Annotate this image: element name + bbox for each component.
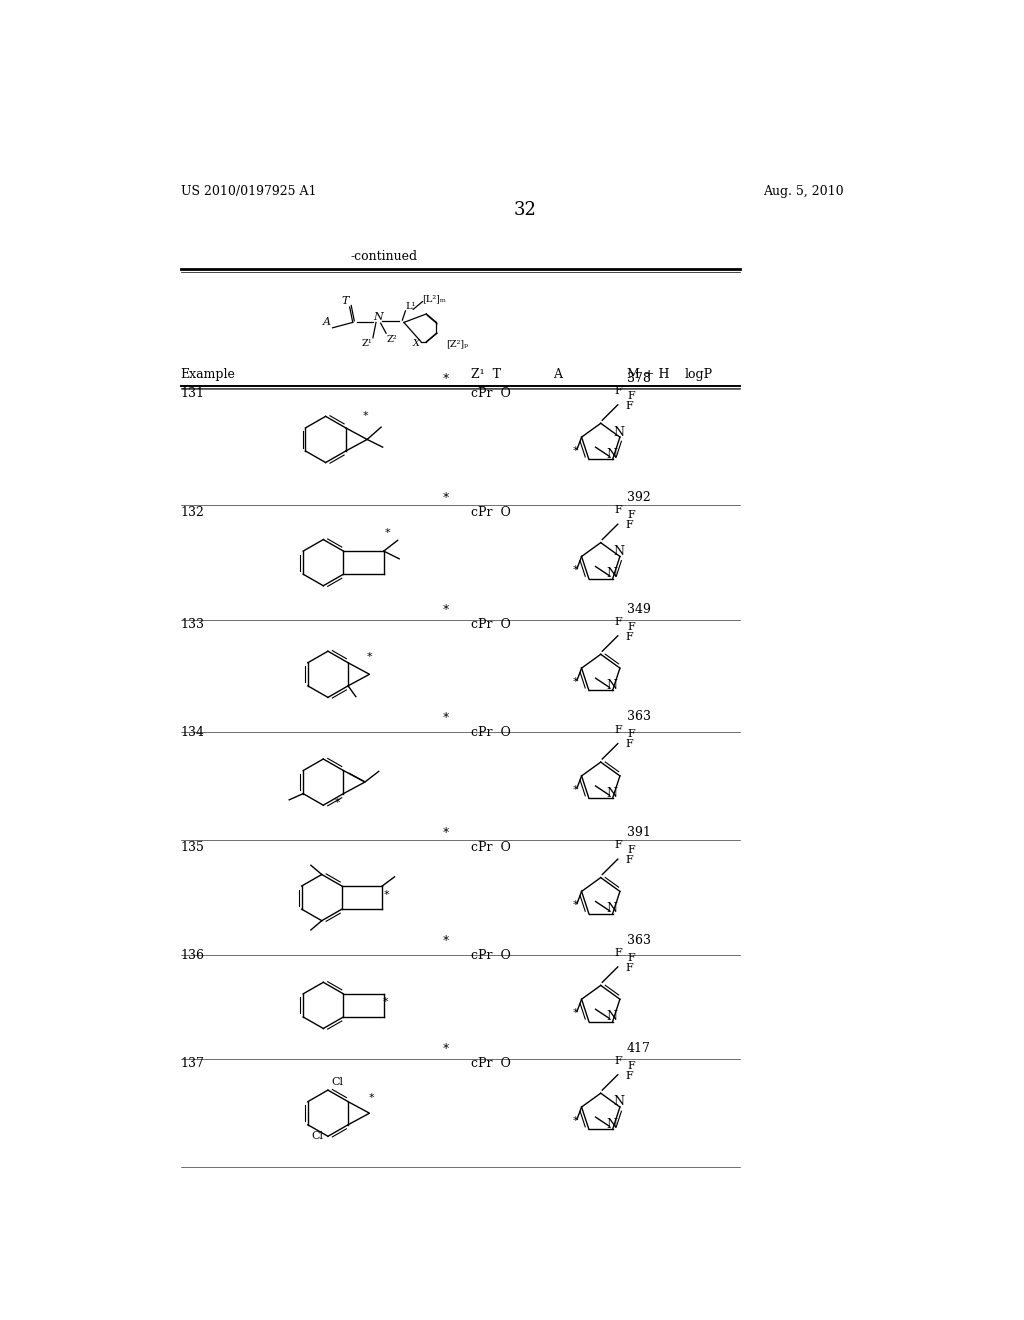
Text: 133: 133: [180, 618, 205, 631]
Text: cPr  O: cPr O: [471, 1057, 510, 1071]
Text: Z²: Z²: [386, 335, 396, 343]
Text: Cl: Cl: [311, 1131, 323, 1142]
Text: *: *: [382, 998, 388, 1007]
Text: 349: 349: [627, 603, 651, 615]
Text: *: *: [362, 411, 369, 421]
Text: N: N: [613, 545, 625, 558]
Text: 363: 363: [627, 710, 651, 723]
Text: *: *: [442, 491, 449, 504]
Text: *: *: [335, 799, 340, 808]
Text: F: F: [627, 1060, 635, 1071]
Text: *: *: [369, 1093, 374, 1104]
Text: 135: 135: [180, 841, 205, 854]
Text: X: X: [413, 339, 420, 348]
Text: F: F: [627, 622, 635, 632]
Text: N: N: [606, 787, 617, 800]
Text: Aug. 5, 2010: Aug. 5, 2010: [764, 185, 844, 198]
Text: 392: 392: [627, 491, 651, 504]
Text: 391: 391: [627, 826, 651, 840]
Text: 363: 363: [627, 933, 651, 946]
Text: N: N: [606, 447, 617, 461]
Text: F: F: [626, 632, 633, 642]
Text: [Z²]ₚ: [Z²]ₚ: [445, 339, 468, 348]
Text: *: *: [385, 528, 390, 537]
Text: N: N: [606, 568, 617, 581]
Text: *: *: [442, 710, 449, 723]
Text: *: *: [367, 652, 373, 663]
Text: F: F: [627, 953, 635, 962]
Text: cPr  O: cPr O: [471, 949, 510, 962]
Text: 378: 378: [627, 372, 651, 384]
Text: N: N: [613, 425, 625, 438]
Text: F: F: [626, 855, 633, 865]
Text: *: *: [572, 900, 579, 911]
Text: [L²]ₘ: [L²]ₘ: [423, 294, 446, 302]
Text: logP: logP: [684, 368, 713, 381]
Text: *: *: [383, 890, 389, 900]
Text: F: F: [627, 510, 635, 520]
Text: N: N: [606, 678, 617, 692]
Text: cPr  O: cPr O: [471, 726, 510, 739]
Text: L¹: L¹: [406, 301, 416, 310]
Text: F: F: [626, 739, 633, 750]
Text: cPr  O: cPr O: [471, 507, 510, 520]
Text: N: N: [373, 312, 383, 322]
Text: A: A: [553, 368, 562, 381]
Text: cPr  O: cPr O: [471, 618, 510, 631]
Text: 132: 132: [180, 507, 205, 520]
Text: *: *: [572, 1008, 579, 1018]
Text: Example: Example: [180, 368, 236, 381]
Text: 32: 32: [513, 202, 537, 219]
Text: M + H: M + H: [627, 368, 670, 381]
Text: F: F: [614, 506, 623, 515]
Text: -continued: -continued: [350, 249, 418, 263]
Text: *: *: [572, 677, 579, 686]
Text: *: *: [572, 565, 579, 576]
Text: F: F: [627, 845, 635, 855]
Text: F: F: [626, 1071, 633, 1081]
Text: 134: 134: [180, 726, 205, 739]
Text: cPr  O: cPr O: [471, 841, 510, 854]
Text: F: F: [627, 730, 635, 739]
Text: A: A: [324, 317, 332, 327]
Text: F: F: [614, 948, 623, 958]
Text: T: T: [342, 296, 349, 306]
Text: 131: 131: [180, 387, 205, 400]
Text: F: F: [626, 962, 633, 973]
Text: 417: 417: [627, 1041, 651, 1055]
Text: Cl: Cl: [331, 1077, 343, 1088]
Text: F: F: [614, 1056, 623, 1067]
Text: N: N: [606, 903, 617, 915]
Text: *: *: [442, 1041, 449, 1055]
Text: *: *: [572, 446, 579, 455]
Text: *: *: [572, 1115, 579, 1126]
Text: US 2010/0197925 A1: US 2010/0197925 A1: [180, 185, 316, 198]
Text: F: F: [626, 520, 633, 531]
Text: F: F: [627, 391, 635, 401]
Text: Z¹: Z¹: [362, 339, 373, 348]
Text: *: *: [442, 826, 449, 840]
Text: cPr  O: cPr O: [471, 387, 510, 400]
Text: *: *: [442, 603, 449, 615]
Text: 137: 137: [180, 1057, 205, 1071]
Text: *: *: [442, 933, 449, 946]
Text: N: N: [606, 1010, 617, 1023]
Text: 136: 136: [180, 949, 205, 962]
Text: F: F: [614, 616, 623, 627]
Text: F: F: [626, 401, 633, 411]
Text: N: N: [606, 1118, 617, 1131]
Text: *: *: [442, 372, 449, 384]
Text: *: *: [572, 785, 579, 795]
Text: F: F: [614, 841, 623, 850]
Text: F: F: [614, 725, 623, 735]
Text: F: F: [614, 385, 623, 396]
Text: N: N: [613, 1096, 625, 1109]
Text: Z¹  T: Z¹ T: [471, 368, 501, 381]
